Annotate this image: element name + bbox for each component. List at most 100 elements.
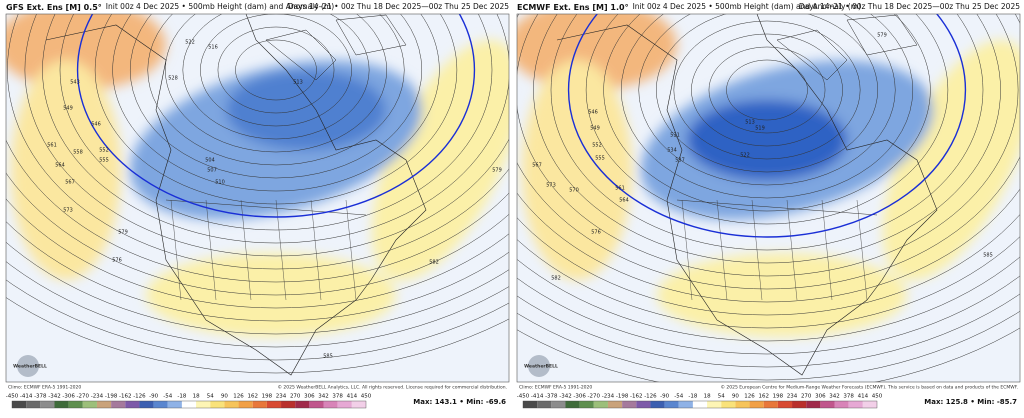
colorbar-tick-label: -198	[616, 394, 629, 400]
colorbar-tick-label: 54	[718, 394, 725, 400]
colorbar-swatch	[735, 401, 749, 408]
contour-label: 564	[55, 163, 65, 169]
colorbar-tick-label: 126	[233, 394, 244, 400]
contour-label: 513	[293, 80, 303, 86]
colorbar-swatch	[239, 401, 253, 408]
colorbar-tick-label: -90	[660, 394, 669, 400]
colorbar-tick-label: 162	[247, 394, 258, 400]
copyright: © 2025 WeatherBELL Analytics, LLC. All r…	[278, 384, 508, 391]
positive-anomaly	[522, 60, 632, 280]
colorbar-swatch	[863, 401, 877, 408]
colorbar-tick-label: 54	[207, 394, 214, 400]
contour-label: 534	[667, 148, 677, 154]
colorbar-swatch	[707, 401, 721, 408]
colorbar-tick-label: 414	[347, 394, 358, 400]
colorbar-tick-label: 342	[829, 394, 840, 400]
logo: WeatherBELL	[13, 364, 47, 370]
colorbar-swatch	[309, 401, 323, 408]
colorbar-tick-label: -414	[531, 394, 544, 400]
colorbar-tick-label: 450	[872, 394, 883, 400]
contour-label: 579	[118, 230, 128, 236]
colorbar-swatch	[792, 401, 806, 408]
colorbar-swatch	[97, 401, 111, 408]
colorbar-tick-label: -306	[62, 394, 75, 400]
colorbar-swatch	[224, 401, 238, 408]
colorbar-tick-label: 342	[318, 394, 329, 400]
colorbar-swatch	[551, 401, 565, 408]
contour-label: 516	[208, 45, 218, 51]
colorbar-swatch	[721, 401, 735, 408]
colorbar-tick-label: 162	[758, 394, 769, 400]
colorbar-tick-label: -162	[630, 394, 642, 400]
contour-label: 552	[99, 148, 109, 154]
colorbar-swatch	[182, 401, 196, 408]
colorbar-tick-label: -18	[177, 394, 186, 400]
contour-label: 579	[877, 33, 887, 39]
colorbar-swatch	[849, 401, 863, 408]
colorbar-tick-label: -54	[163, 394, 172, 400]
contour-label: 537	[675, 158, 685, 164]
colorbar-tick-label: 90	[221, 394, 228, 400]
colorbar-swatch	[12, 401, 26, 408]
colorbar-swatch	[806, 401, 820, 408]
contour-label: 579	[492, 168, 502, 174]
colorbar-swatch	[750, 401, 764, 408]
colorbar-swatch	[154, 401, 168, 408]
colorbar-swatch	[693, 401, 707, 408]
contour-label: 549	[590, 126, 600, 132]
colorbar-tick-label: -234	[602, 394, 615, 400]
contour-label: 582	[551, 276, 561, 282]
colorbar-swatch	[111, 401, 125, 408]
colorbar-tick-label: 270	[290, 394, 301, 400]
colorbar-tick-label: 378	[332, 394, 343, 400]
contour-label: 555	[595, 156, 605, 162]
contour-label: 561	[615, 186, 625, 192]
colorbar-tick-label: -270	[77, 394, 90, 400]
panel-title: ECMWF Ext. Ens [M] 1.0°	[517, 3, 629, 12]
contour-label: 522	[740, 153, 750, 159]
colorbar-tick-label: 234	[276, 394, 287, 400]
contour-label: 513	[745, 120, 755, 126]
colorbar-tick-label: 270	[801, 394, 812, 400]
contour-label: 531	[670, 133, 680, 139]
colorbar-swatch	[295, 401, 309, 408]
colorbar-swatch	[565, 401, 579, 408]
colorbar-swatch	[338, 401, 352, 408]
contour-label: 555	[99, 158, 109, 164]
contour-label: 582	[429, 260, 439, 266]
colorbar-tick-label: -306	[573, 394, 586, 400]
colorbar-swatch	[54, 401, 68, 408]
colorbar-swatch	[665, 401, 679, 408]
colorbar-tick-label: -126	[644, 394, 657, 400]
contour-label: 549	[63, 106, 73, 112]
colorbar-tick-label: -342	[559, 394, 571, 400]
colorbar-swatch	[622, 401, 636, 408]
colorbar-swatch	[40, 401, 54, 408]
colorbar-tick-label: -414	[20, 394, 33, 400]
colorbar-tick-label: -126	[133, 394, 146, 400]
contour-label: 564	[619, 198, 629, 204]
colorbar-tick-label: -450	[517, 394, 530, 400]
colorbar-swatch	[83, 401, 97, 408]
colorbar-swatch	[594, 401, 608, 408]
colorbar-swatch	[650, 401, 664, 408]
colorbar-swatch	[352, 401, 366, 408]
colorbar-swatch	[26, 401, 40, 408]
positive-anomaly	[11, 60, 121, 280]
colorbar-tick-label: 234	[787, 394, 798, 400]
colorbar-swatch	[580, 401, 594, 408]
colorbar-tick-label: 198	[773, 394, 784, 400]
max-min: Max: 143.1 • Min: -69.6	[413, 398, 506, 406]
colorbar-tick-label: -18	[688, 394, 697, 400]
colorbar-swatch	[636, 401, 650, 408]
contour-label: 567	[532, 163, 542, 169]
panel-title: GFS Ext. Ens [M] 0.5°	[6, 3, 102, 12]
contour-label: 576	[112, 258, 122, 264]
colorbar-swatch	[210, 401, 224, 408]
colorbar-tick-label: -162	[119, 394, 131, 400]
colorbar-tick-label: -342	[48, 394, 60, 400]
contour-label: 546	[588, 110, 598, 116]
contour-label: 573	[63, 208, 73, 214]
contour-label: 552	[592, 143, 602, 149]
